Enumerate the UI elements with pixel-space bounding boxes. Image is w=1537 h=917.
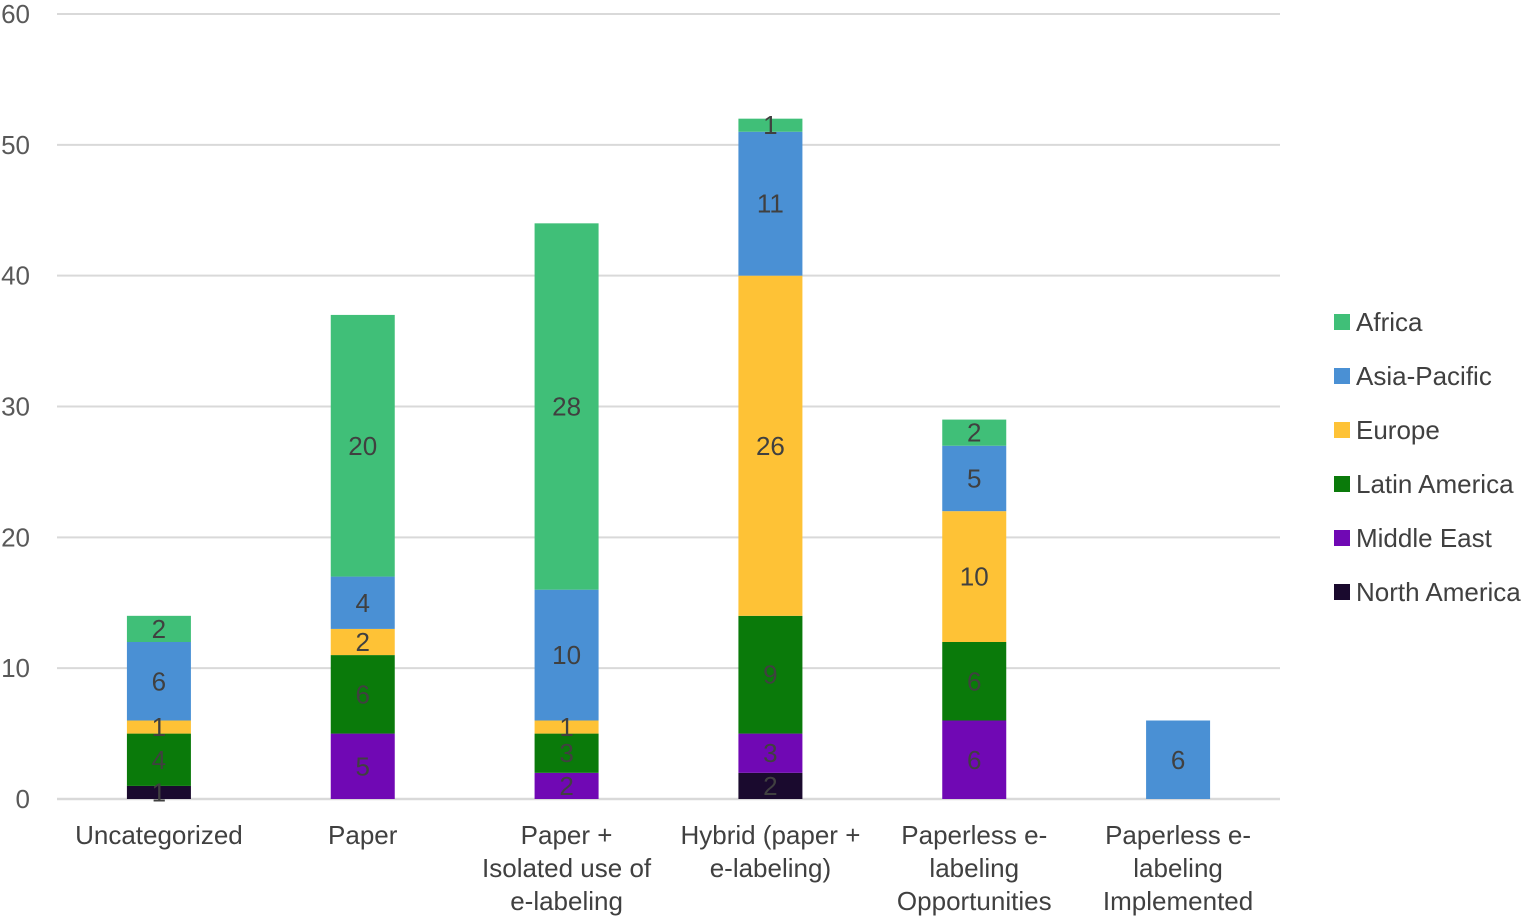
bar-segment xyxy=(534,772,599,799)
y-tick-label: 60 xyxy=(1,0,30,29)
data-label: 2 xyxy=(356,627,370,657)
bar-segment xyxy=(126,785,191,799)
legend-label: Latin America xyxy=(1356,469,1514,499)
legend-label: Africa xyxy=(1356,307,1423,337)
data-label: 2 xyxy=(152,614,166,644)
x-category-label: Uncategorized xyxy=(75,820,243,850)
data-label: 3 xyxy=(763,738,777,768)
x-axis-categories: Uncategorized Paper Paper + Isolated use of… xyxy=(75,820,1253,916)
bar-segment xyxy=(126,615,191,642)
data-label: 28 xyxy=(552,392,581,422)
x-category-label: Paperless e-labeling Implemented xyxy=(1103,820,1253,916)
data-label: 4 xyxy=(152,745,166,775)
y-tick-label: 20 xyxy=(1,522,30,552)
legend-swatch xyxy=(1334,476,1350,492)
legend-label: Asia-Pacific xyxy=(1356,361,1492,391)
bar-segment xyxy=(1146,720,1211,799)
bar-segment xyxy=(534,589,599,721)
data-label: 6 xyxy=(1171,745,1185,775)
y-tick-label: 40 xyxy=(1,261,30,291)
bar-segment xyxy=(126,720,191,734)
x-category-label: Hybrid (paper + e-labeling) xyxy=(680,820,860,883)
bar-segment xyxy=(738,118,803,132)
bar-segment xyxy=(942,419,1007,446)
data-label: 10 xyxy=(552,640,581,670)
data-label: 2 xyxy=(559,771,573,801)
data-label: 1 xyxy=(559,712,573,742)
data-label: 9 xyxy=(763,660,777,690)
y-tick-label: 0 xyxy=(16,784,30,814)
y-axis-ticks: 0 10 20 30 40 50 60 xyxy=(1,0,30,814)
x-category-label: Paper + Isolated use of e-labeling xyxy=(482,820,652,916)
x-category-label-line: labeling xyxy=(929,853,1019,883)
data-label: 2 xyxy=(763,771,777,801)
bar-segment xyxy=(126,642,191,721)
bar-segment xyxy=(330,733,395,799)
data-label: 20 xyxy=(348,431,377,461)
bar-segment xyxy=(942,642,1007,721)
legend-swatch xyxy=(1334,530,1350,546)
data-label: 11 xyxy=(757,189,784,219)
data-label: 6 xyxy=(967,666,981,696)
bar-segment xyxy=(738,733,803,773)
x-category-label-line: Isolated use of xyxy=(482,853,652,883)
data-label: 5 xyxy=(967,463,981,493)
bar-segment xyxy=(738,131,803,276)
data-label: 3 xyxy=(559,738,573,768)
x-category-label-line: e-labeling) xyxy=(710,853,831,883)
bar-segment xyxy=(330,576,395,629)
data-label: 1 xyxy=(763,110,777,140)
x-category-label-line: Paperless e- xyxy=(901,820,1047,850)
legend-swatch xyxy=(1334,422,1350,438)
legend-swatch xyxy=(1334,314,1350,330)
bar-segment xyxy=(330,628,395,656)
legend-label: North America xyxy=(1356,577,1521,607)
x-category-label-line: Paper + xyxy=(521,820,613,850)
data-label: 26 xyxy=(756,431,785,461)
legend-swatch xyxy=(1334,584,1350,600)
x-category-label-line: e-labeling xyxy=(510,886,623,916)
bar-segment xyxy=(534,223,599,590)
y-tick-label: 30 xyxy=(1,392,30,422)
x-category-label: Paperless e-labeling Opportunities xyxy=(897,820,1052,916)
data-label: 1 xyxy=(152,777,166,807)
bar-segment xyxy=(534,733,599,773)
y-tick-label: 10 xyxy=(1,653,30,683)
legend-label: Europe xyxy=(1356,415,1440,445)
bar-segment xyxy=(534,720,599,734)
x-category-label-line: Implemented xyxy=(1103,886,1253,916)
x-category-label-line: Uncategorized xyxy=(75,820,243,850)
x-category-label-line: Paperless e- xyxy=(1105,820,1251,850)
data-label: 4 xyxy=(356,588,370,618)
bar-segment xyxy=(126,733,191,786)
x-category-label-line: Opportunities xyxy=(897,886,1052,916)
bar-segment xyxy=(738,615,803,734)
legend-swatch xyxy=(1334,368,1350,384)
data-label: 5 xyxy=(356,751,370,781)
legend-label: Middle East xyxy=(1356,523,1493,553)
gridlines xyxy=(57,13,1280,801)
bar-segment xyxy=(942,511,1007,642)
data-label: 6 xyxy=(967,745,981,775)
x-category-label: Paper xyxy=(328,820,398,850)
bar-segment xyxy=(738,275,803,616)
bar-segment xyxy=(942,720,1007,799)
legend: Africa Asia-Pacific Europe Latin America Mid… xyxy=(1334,307,1521,607)
data-label: 2 xyxy=(967,418,981,448)
bar-segment xyxy=(330,655,395,734)
bar-segment xyxy=(738,772,803,799)
x-category-label-line: Paper xyxy=(328,820,398,850)
data-label: 1 xyxy=(152,712,166,742)
bars xyxy=(126,118,1211,799)
data-label: 10 xyxy=(960,562,989,592)
data-label: 6 xyxy=(152,666,166,696)
data-label: 6 xyxy=(356,679,370,709)
x-category-label-line: Hybrid (paper + xyxy=(680,820,860,850)
bar-segment xyxy=(942,445,1007,512)
x-category-label-line: labeling xyxy=(1133,853,1223,883)
y-tick-label: 50 xyxy=(1,130,30,160)
bar-segment xyxy=(330,314,395,577)
